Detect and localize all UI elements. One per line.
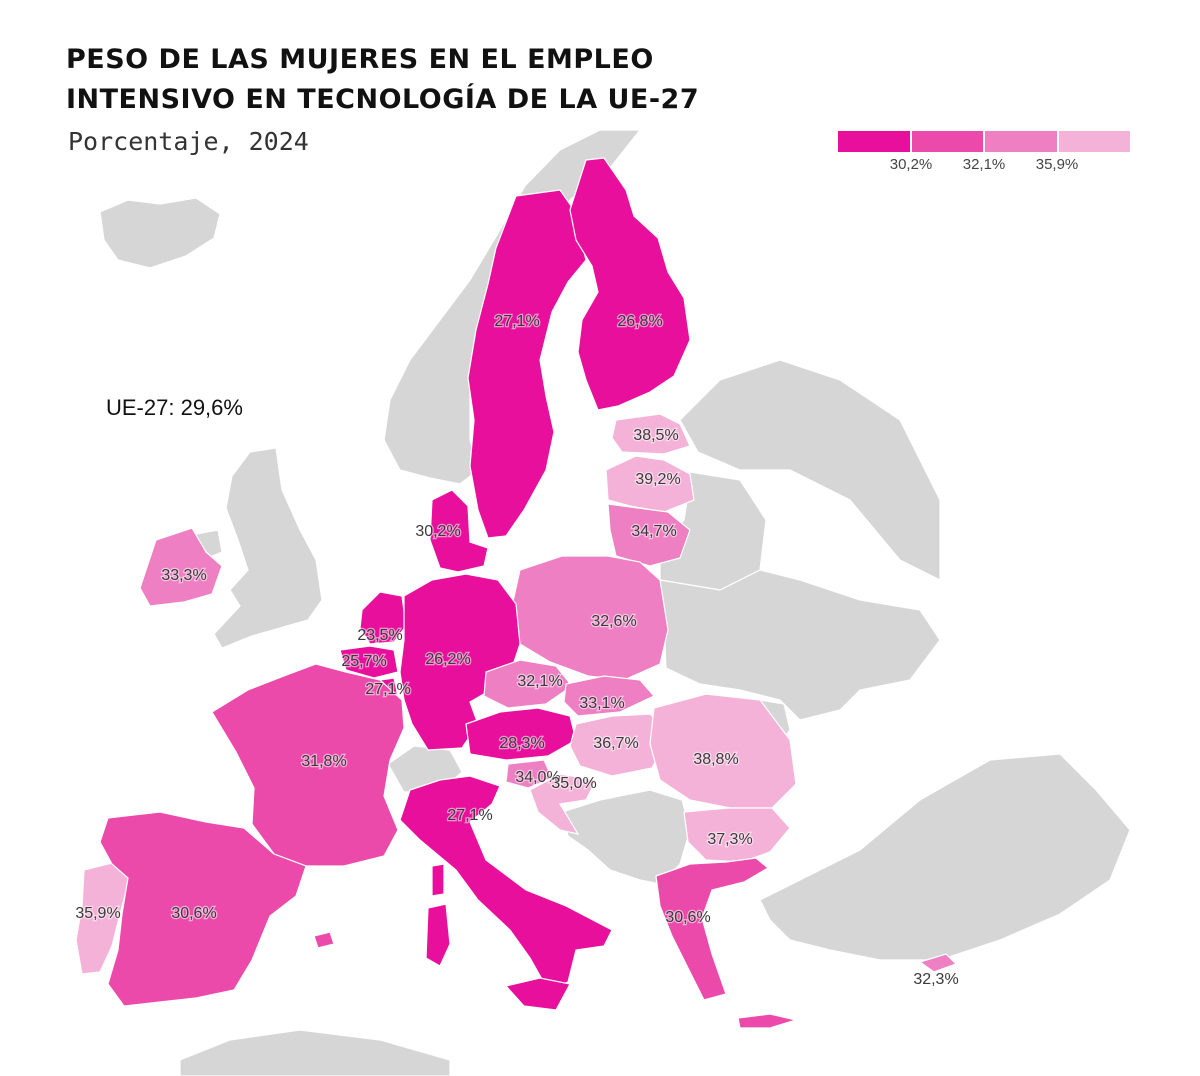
label-croatia: 35,0%	[551, 775, 596, 792]
russia-shape	[679, 359, 941, 581]
balkans-shape	[561, 789, 691, 885]
label-netherlands: 23,5%	[357, 627, 402, 644]
label-spain: 30,6%	[171, 905, 216, 922]
legend-ticks: 30,2% 32,1% 35,9%	[838, 152, 1130, 176]
map-subtitle: Porcentaje, 2024	[68, 127, 309, 156]
uk-shape	[213, 447, 323, 649]
legend: 30,2% 32,1% 35,9%	[838, 131, 1130, 176]
label-hungary: 36,7%	[593, 735, 638, 752]
label-poland: 32,6%	[591, 613, 636, 630]
label-lithuania: 34,7%	[631, 523, 676, 540]
legend-color-bar	[838, 131, 1130, 152]
turkey-shape	[759, 753, 1131, 961]
sweden-shape	[467, 189, 587, 539]
ireland-shape	[139, 527, 223, 607]
slovakia-shape	[563, 675, 655, 717]
label-greece: 30,6%	[665, 909, 710, 926]
lithuania-shape	[607, 503, 691, 567]
label-france: 31,8%	[301, 753, 346, 770]
legend-swatch-1	[838, 131, 912, 152]
non-eu-countries	[99, 129, 1131, 1076]
crete-shape	[737, 1013, 799, 1029]
germany-shape	[399, 573, 521, 751]
label-denmark: 30,2%	[415, 523, 460, 540]
croatia-shape	[529, 773, 597, 835]
ukraine-shape	[659, 569, 941, 721]
iceland-shape	[99, 197, 221, 269]
poland-shape	[511, 555, 669, 681]
label-ireland: 33,3%	[161, 567, 206, 584]
label-latvia: 39,2%	[635, 471, 680, 488]
legend-tick-2: 32,1%	[962, 156, 1006, 173]
label-bulgaria: 37,3%	[707, 831, 752, 848]
eu-average-label: UE-27: 29,6%	[106, 395, 243, 420]
corsica-shape	[431, 863, 445, 897]
label-italy: 27,1%	[447, 807, 492, 824]
balearic-shape	[313, 931, 335, 949]
value-labels: 27,1% 26,8% 38,5% 39,2% 34,7% 30,2% 33,3…	[74, 312, 960, 990]
netherlands-shape	[359, 591, 407, 645]
latvia-shape	[605, 455, 695, 513]
label-germany: 26,2%	[425, 651, 470, 668]
finland-shape	[569, 157, 691, 411]
label-slovenia: 34,0%	[515, 769, 560, 786]
label-slovakia: 33,1%	[579, 695, 624, 712]
map-title-line-2: INTENSIVO EN TECNOLOGÍA DE LA UE-27	[66, 84, 700, 115]
label-luxembourg: 27,1%	[365, 681, 410, 698]
label-cyprus: 32,3%	[913, 971, 958, 988]
label-belgium: 25,7%	[341, 653, 386, 670]
legend-tick-3: 35,9%	[1035, 156, 1079, 173]
france-shape	[211, 663, 405, 867]
belgium-shape	[339, 645, 399, 679]
sardinia-shape	[425, 903, 451, 967]
legend-swatch-4	[1058, 131, 1130, 152]
italy-shape	[399, 775, 613, 991]
label-finland: 26,8%	[617, 313, 662, 330]
slovenia-shape	[505, 759, 553, 789]
greece-shape	[655, 857, 770, 1001]
sicily-shape	[504, 977, 571, 1011]
bulgaria-shape	[683, 807, 791, 863]
spain-shape	[99, 811, 307, 1007]
czechia-shape	[483, 659, 573, 709]
legend-swatch-3	[985, 131, 1059, 152]
eu-countries	[75, 157, 958, 1029]
label-romania: 38,8%	[693, 751, 738, 768]
denmark-shape	[429, 489, 489, 573]
legend-swatch-2	[911, 131, 985, 152]
map-title-line-1: PESO DE LAS MUJERES EN EL EMPLEO	[66, 44, 654, 75]
label-sweden: 27,1%	[494, 313, 539, 330]
north-africa-shape	[179, 1029, 451, 1076]
label-portugal: 35,9%	[75, 905, 120, 922]
legend-tick-1: 30,2%	[889, 156, 933, 173]
map-title: PESO DE LAS MUJERES EN EL EMPLEO INTENSI…	[66, 40, 699, 120]
label-estonia: 38,5%	[633, 427, 678, 444]
label-austria: 28,3%	[499, 735, 544, 752]
label-czechia: 32,1%	[517, 673, 562, 690]
estonia-shape	[611, 413, 691, 455]
cyprus-shape	[918, 953, 958, 973]
hungary-shape	[569, 713, 671, 777]
